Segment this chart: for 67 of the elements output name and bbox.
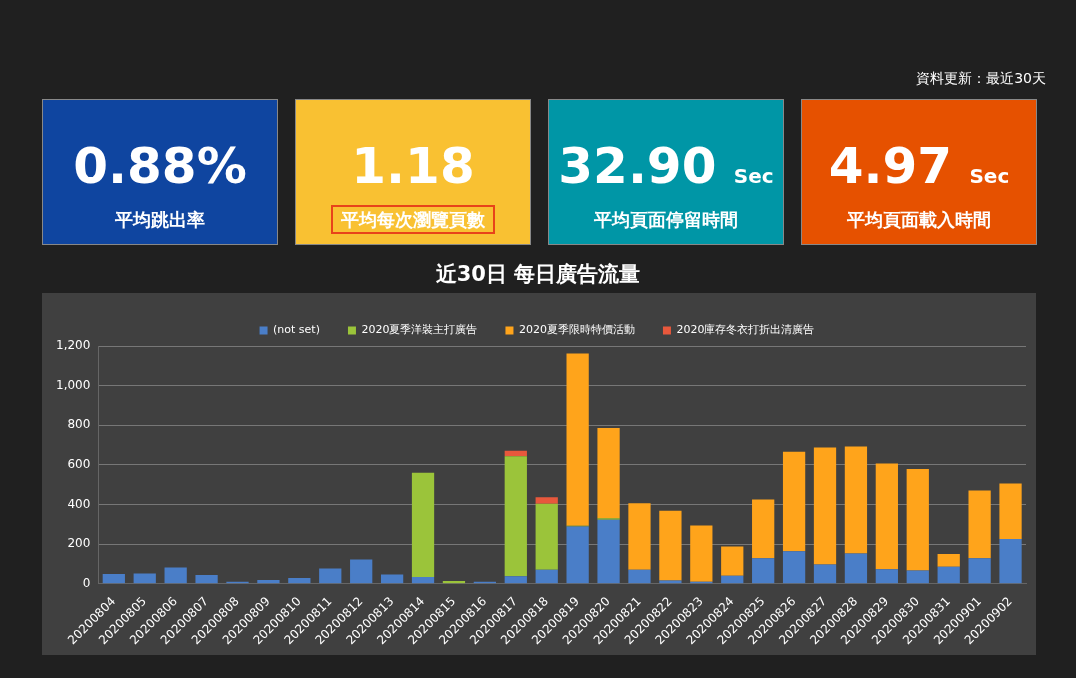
- bar: [813, 564, 837, 584]
- bar: [813, 447, 837, 565]
- bar: [721, 575, 744, 584]
- bar: [133, 573, 156, 584]
- bar: [782, 451, 806, 552]
- category-label: 平均每次瀏覽頁數: [331, 205, 495, 234]
- bar: [535, 503, 558, 570]
- bar: [968, 490, 991, 559]
- bar: [380, 574, 404, 584]
- text: 4.97 Sec: [828, 137, 1010, 195]
- bar: [257, 580, 280, 584]
- bar: [350, 559, 373, 584]
- bar: [535, 569, 558, 584]
- category-label: 平均頁面停留時間: [593, 208, 739, 232]
- bar: [535, 497, 558, 504]
- bar: [844, 446, 868, 554]
- bar: [906, 468, 929, 571]
- bar: [628, 569, 651, 584]
- y-tick-label: 400: [67, 496, 91, 511]
- bar: [659, 510, 682, 581]
- chart-title: 近30日 每日廣告流量: [434, 261, 642, 288]
- legend-label: 2020夏季洋裝主打廣告: [361, 323, 478, 337]
- bar: [999, 538, 1022, 584]
- bar: [937, 566, 960, 584]
- bar: [102, 574, 125, 584]
- legend-label: 2020夏季限時特價活動: [518, 323, 635, 337]
- bar: [442, 581, 466, 584]
- bar: [411, 472, 435, 577]
- bar: [566, 353, 589, 526]
- y-tick-label: 600: [67, 456, 91, 471]
- bar: [752, 499, 775, 559]
- legend-label: (not set): [273, 323, 320, 337]
- bar: [690, 525, 713, 582]
- text: 32.90 Sec: [558, 137, 774, 195]
- y-tick-label: 0: [82, 575, 91, 590]
- bar: [875, 463, 898, 570]
- text: 資料更新：最近30天: [916, 70, 1046, 88]
- bar: [597, 427, 620, 519]
- bar: [721, 546, 744, 576]
- bar: [782, 551, 806, 584]
- y-tick-label: 1,000: [55, 377, 91, 392]
- bar: [906, 570, 929, 584]
- category-label: 平均頁面載入時間: [846, 208, 992, 232]
- bar: [195, 575, 218, 584]
- y-tick-label: 1,200: [55, 338, 91, 353]
- bar: [411, 576, 435, 584]
- legend-label: 2020庫存冬衣打折出清廣告: [676, 323, 815, 337]
- bar: [504, 456, 527, 577]
- bar: [597, 519, 620, 584]
- bar: [319, 568, 342, 584]
- bar: [566, 526, 589, 584]
- category-label: 平均跳出率: [114, 208, 206, 232]
- bar: [164, 567, 187, 584]
- bar: [504, 576, 527, 584]
- bar: [999, 483, 1022, 539]
- bar: [628, 503, 651, 570]
- y-tick-label: 800: [67, 417, 91, 432]
- bar: [659, 580, 682, 584]
- text: 1.18: [351, 137, 475, 195]
- bar: [288, 578, 311, 584]
- bar: [968, 558, 991, 584]
- bar: [752, 558, 775, 584]
- text: 0.88%: [73, 137, 247, 195]
- y-tick-label: 200: [67, 536, 91, 551]
- bar: [937, 553, 960, 567]
- bar: [875, 569, 898, 584]
- bar: [844, 553, 868, 584]
